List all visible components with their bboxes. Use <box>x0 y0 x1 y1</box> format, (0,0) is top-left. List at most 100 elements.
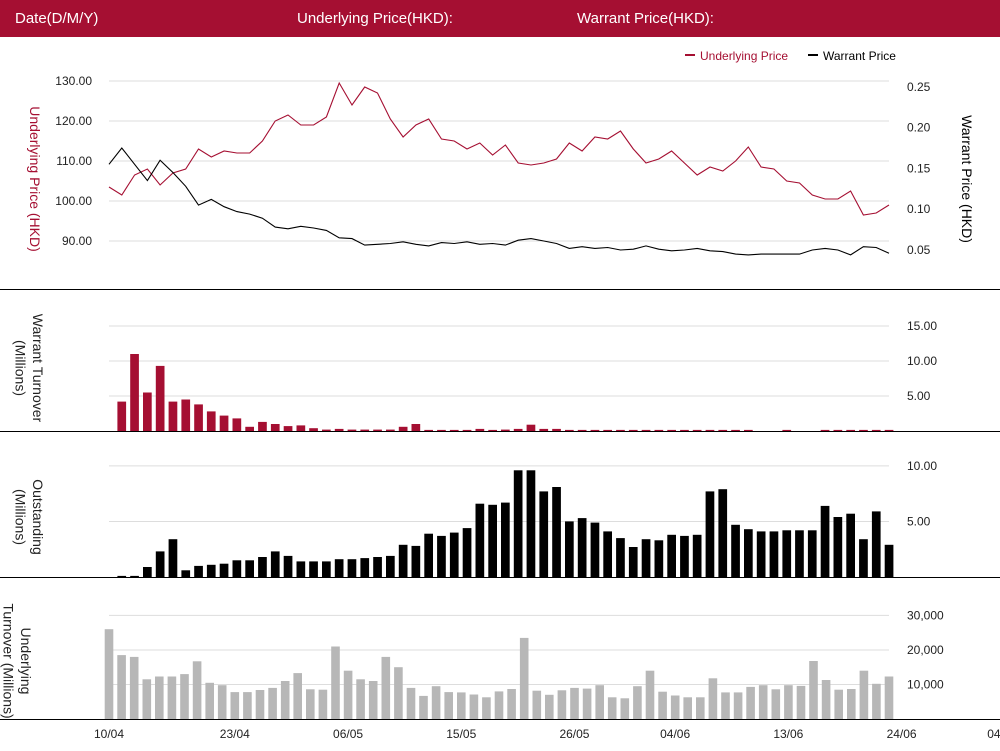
underlying-turnover-bar <box>884 676 894 719</box>
warrant-turnover-bar <box>871 429 881 431</box>
warrant-turnover-bar <box>616 429 625 431</box>
price-header-bar: Date(D/M/Y) Underlying Price(HKD): Warra… <box>0 0 1000 37</box>
underlying-turnover-bar <box>494 691 504 719</box>
warrant-turnover-axis-title-line: Warrant Turnover <box>30 314 46 423</box>
warrant-turnover-bar <box>219 415 229 431</box>
underlying-turnover-bar <box>545 694 554 719</box>
outstanding-bar <box>603 531 612 577</box>
warrant-turnover-bar <box>782 429 792 431</box>
outstanding-bar <box>245 560 254 577</box>
left-axis-tick-label: 90.00 <box>62 234 92 248</box>
underlying-turnover-bar <box>670 695 680 719</box>
outstanding-bar <box>424 533 433 577</box>
warrant-turnover-bar <box>628 429 638 431</box>
warrant-turnover-axis-title-line: (Millions) <box>12 340 28 396</box>
warrant-turnover-bar <box>833 429 843 431</box>
underlying-turnover-bar <box>129 656 139 719</box>
underlying-turnover-bar <box>117 655 126 719</box>
underlying-turnover-tick-label: 10,000 <box>907 677 944 691</box>
underlying-turnover-bar <box>444 692 453 719</box>
warrant-turnover-bar <box>552 428 561 431</box>
outstanding-bar <box>347 559 357 577</box>
underlying-turnover-bar <box>796 685 806 719</box>
x-tick-label: 04/06 <box>660 727 690 741</box>
outstanding-axis-title-line: (Millions) <box>12 489 28 545</box>
warrant-turnover-bar <box>130 354 139 431</box>
outstanding-bar <box>117 575 127 577</box>
underlying-turnover-bar <box>758 685 768 719</box>
underlying-turnover-bar <box>872 683 881 719</box>
outstanding-bar <box>206 564 216 577</box>
warrant-turnover-bar <box>565 429 574 431</box>
outstanding-bar <box>590 522 600 577</box>
underlying-turnover-bar <box>582 688 592 719</box>
underlying-turnover-bar <box>142 679 152 719</box>
price-panel: 130.00 120.00 110.00 100.00 90.00 0.25 0.20 0.1… <box>0 49 1000 290</box>
underlying-turnover-panel: 30,000 20,000 10,000 UnderlyingTurnover (Mi… <box>0 603 1000 720</box>
outstanding-bar <box>616 538 625 577</box>
right-axis-tick-label: 0.15 <box>907 161 931 175</box>
outstanding-bar <box>859 539 868 577</box>
legend-underlying-label: Underlying Price <box>700 49 788 63</box>
outstanding-bar <box>219 563 229 577</box>
warrant-turnover-bar <box>705 429 715 431</box>
warrant-turnover-bar <box>398 426 408 431</box>
outstanding-bar <box>526 470 536 577</box>
underlying-turnover-bar <box>683 697 692 720</box>
warrant-turnover-bar <box>181 399 191 431</box>
outstanding-bar <box>449 532 459 577</box>
left-axis-tick-label: 100.00 <box>55 194 92 208</box>
warrant-turnover-bar <box>884 429 894 431</box>
underlying-price-line <box>108 81 890 216</box>
outstanding-tick-label: 10.00 <box>907 459 937 473</box>
x-tick-label: 06/05 <box>333 727 363 741</box>
underlying-turnover-bar <box>784 685 793 719</box>
x-tick-label: 26/05 <box>559 727 589 741</box>
outstanding-bar <box>373 557 382 577</box>
x-axis: 10/04 23/04 06/05 15/05 26/05 04/06 13/06 24/06… <box>94 727 1000 741</box>
underlying-turnover-bar <box>519 637 529 719</box>
underlying-turnover-bar <box>708 678 718 719</box>
outstanding-bar <box>820 505 830 577</box>
warrant-turnover-bar <box>654 429 664 431</box>
warrant-turnover-tick-label: 15.00 <box>907 319 937 333</box>
underlying-turnover-bar <box>557 690 567 719</box>
underlying-turnover-bar <box>356 679 365 719</box>
outstanding-bar <box>692 534 702 577</box>
outstanding-bar <box>833 517 843 577</box>
outstanding-bar <box>181 570 191 577</box>
warrant-turnover-bar <box>232 418 242 431</box>
underlying-turnover-bar <box>306 689 315 719</box>
warrant-turnover-bar <box>411 424 421 431</box>
underlying-turnover-bar <box>834 689 843 719</box>
warrant-turnover-bar <box>731 429 740 431</box>
outstanding-panel: 10.00 5.00 Outstanding(Millions) <box>0 459 1000 578</box>
outstanding-bar <box>667 534 676 577</box>
warrant-turnover-bar <box>513 428 523 431</box>
underlying-turnover-bar <box>771 689 781 719</box>
underlying-turnover-bar <box>104 629 114 719</box>
underlying-turnover-bar <box>658 691 667 719</box>
outstanding-bar <box>143 567 152 577</box>
underlying-turnover-axis-title-line: Turnover (Millions) <box>0 603 16 718</box>
underlying-turnover-bar <box>381 656 391 719</box>
warrant-turnover-bar <box>577 429 587 431</box>
warrant-turnover-bar <box>667 429 676 431</box>
outstanding-bar <box>513 470 523 577</box>
outstanding-bar <box>884 544 894 577</box>
underlying-turnover-bar <box>607 697 617 720</box>
warrant-turnover-bar <box>526 424 536 431</box>
warrant-turnover-bar <box>718 429 728 431</box>
outstanding-bar <box>782 530 792 577</box>
underlying-turnover-bar <box>217 685 227 719</box>
underlying-turnover-bar <box>507 689 516 719</box>
x-tick-label: 10/04 <box>94 727 124 741</box>
left-axis-tick-label: 110.00 <box>56 154 92 168</box>
outstanding-bar <box>258 557 267 577</box>
underlying-turnover-bar <box>645 670 655 719</box>
underlying-turnover-bar <box>633 686 642 719</box>
outstanding-tick-label: 5.00 <box>907 514 931 528</box>
underlying-turnover-bar <box>570 687 579 719</box>
outstanding-bar <box>360 558 370 577</box>
warrant-chart-area: 130.00 120.00 110.00 100.00 90.00 0.25 0.20 0.1… <box>0 37 1000 751</box>
